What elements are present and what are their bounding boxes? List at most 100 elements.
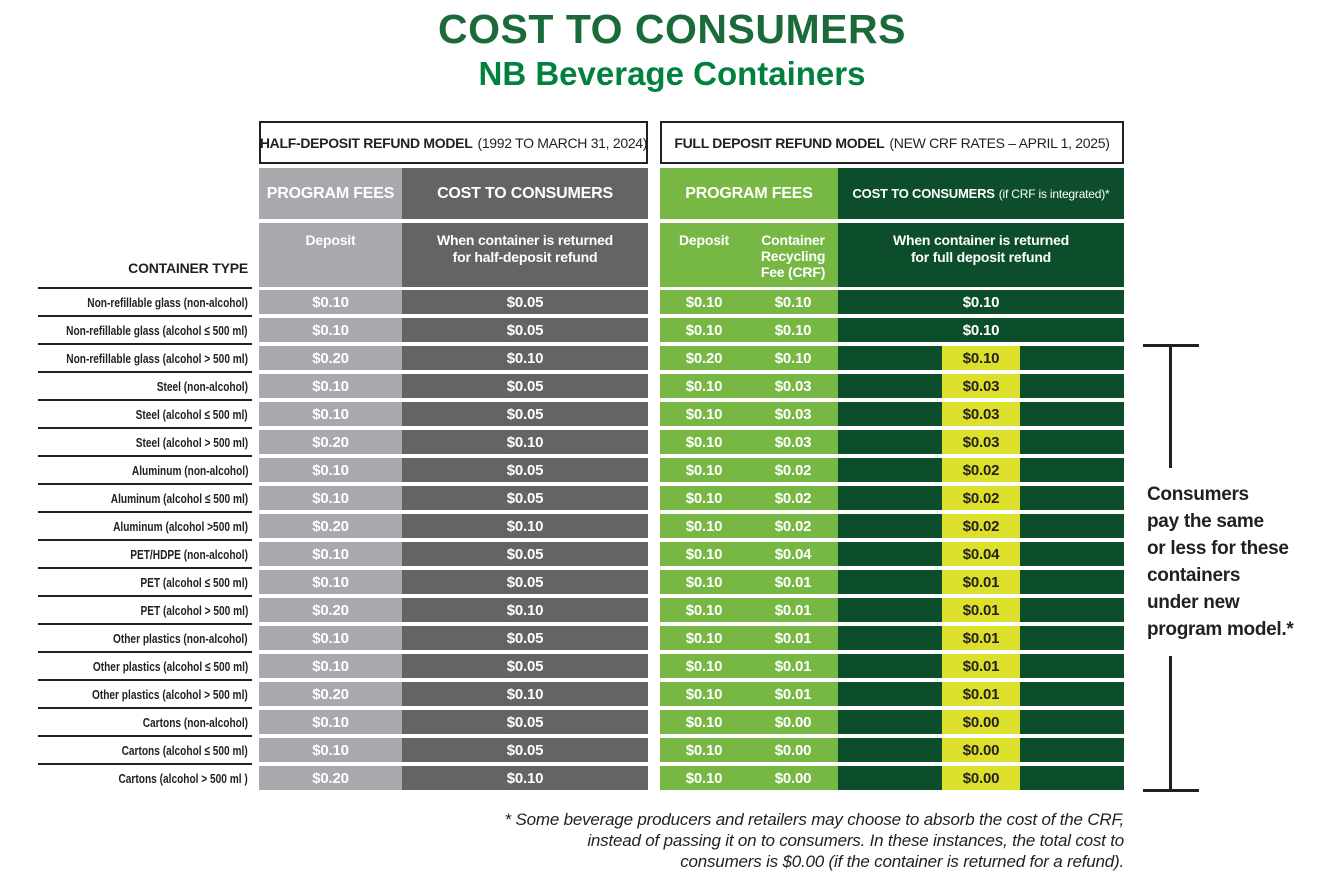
crf-value: $0.00 bbox=[774, 713, 812, 731]
crf-subheader: Container Recycling Fee (CRF) bbox=[748, 223, 838, 287]
half-cost-value: $0.05 bbox=[402, 654, 648, 678]
highlighted-cost-value: $0.01 bbox=[942, 570, 1020, 594]
full-cost-cell: $0.01 bbox=[838, 654, 1124, 678]
row-label: Other plastics (non-alcohol) bbox=[0, 623, 252, 650]
annotation-text: Consumers pay the same or less for these… bbox=[1147, 484, 1294, 640]
row-label: Cartons (alcohol > 500 ml ) bbox=[0, 763, 252, 790]
column-gap bbox=[252, 486, 259, 510]
full-cost-cell: $0.03 bbox=[838, 402, 1124, 426]
table-gap bbox=[648, 654, 660, 678]
table-gap bbox=[648, 290, 660, 314]
column-gap bbox=[252, 738, 259, 762]
highlighted-cost-value: $0.00 bbox=[942, 766, 1020, 790]
half-deposit-subheader: Deposit bbox=[259, 223, 402, 287]
full-cost-cell: $0.03 bbox=[838, 374, 1124, 398]
crf-value: $0.00 bbox=[774, 769, 812, 787]
bracket-vertical-line-lower bbox=[1169, 656, 1172, 792]
highlighted-cost-value: $0.00 bbox=[942, 738, 1020, 762]
full-program-fees-band: $0.10 $0.01 bbox=[660, 682, 838, 706]
full-cost-cell: $0.10 bbox=[838, 290, 1124, 314]
highlighted-cost-value: $0.03 bbox=[942, 374, 1020, 398]
full-program-fees-band: $0.10 $0.10 bbox=[660, 318, 838, 342]
crf-value: $0.04 bbox=[774, 545, 812, 563]
row-label: Non-refillable glass (alcohol > 500 ml) bbox=[0, 343, 252, 370]
highlighted-cost-value: $0.01 bbox=[942, 654, 1020, 678]
half-cost-value: $0.10 bbox=[402, 598, 648, 622]
table-row: Cartons (alcohol ≤ 500 ml) $0.10 $0.05 $… bbox=[0, 735, 1124, 762]
bracket-bottom-line bbox=[1143, 789, 1199, 792]
full-program-fees-band: $0.10 $0.03 bbox=[660, 402, 838, 426]
full-cost-cell: $0.00 bbox=[838, 710, 1124, 734]
full-deposit-value: $0.10 bbox=[685, 517, 723, 535]
table-row: Non-refillable glass (alcohol > 500 ml) … bbox=[0, 343, 1124, 370]
row-label: Aluminum (non-alcohol) bbox=[0, 455, 252, 482]
half-cost-value: $0.10 bbox=[402, 682, 648, 706]
full-deposit-value: $0.10 bbox=[685, 461, 723, 479]
row-label: Aluminum (alcohol ≤ 500 ml) bbox=[0, 483, 252, 510]
full-program-fees-band: $0.10 $0.02 bbox=[660, 514, 838, 538]
full-cost-cell: $0.02 bbox=[838, 486, 1124, 510]
full-program-fees-band: $0.10 $0.00 bbox=[660, 738, 838, 762]
half-deposit-value: $0.10 bbox=[259, 290, 402, 314]
full-cost-cell: $0.02 bbox=[838, 514, 1124, 538]
full-deposit-value: $0.10 bbox=[685, 489, 723, 507]
crf-value: $0.10 bbox=[774, 349, 812, 367]
column-gap bbox=[252, 682, 259, 706]
highlighted-cost-value: $0.02 bbox=[942, 486, 1020, 510]
highlighted-cost-value: $0.01 bbox=[942, 682, 1020, 706]
table-row: Cartons (alcohol > 500 ml ) $0.20 $0.10 … bbox=[0, 763, 1124, 790]
half-model-dates: (1992 TO MARCH 31, 2024) bbox=[477, 134, 648, 151]
row-label: PET/HDPE (non-alcohol) bbox=[0, 539, 252, 566]
crf-value: $0.00 bbox=[774, 741, 812, 759]
crf-value: $0.02 bbox=[774, 461, 812, 479]
table-gap bbox=[648, 542, 660, 566]
half-cost-value: $0.05 bbox=[402, 570, 648, 594]
row-label: Non-refillable glass (non-alcohol) bbox=[0, 287, 252, 314]
table-gap bbox=[648, 738, 660, 762]
table-row: Non-refillable glass (alcohol ≤ 500 ml) … bbox=[0, 315, 1124, 342]
half-deposit-value: $0.10 bbox=[259, 458, 402, 482]
table-row: Aluminum (non-alcohol) $0.10 $0.05 $0.10… bbox=[0, 455, 1124, 482]
table-row: Other plastics (non-alcohol) $0.10 $0.05… bbox=[0, 623, 1124, 650]
row-label: PET (alcohol > 500 ml) bbox=[0, 595, 252, 622]
half-cost-value: $0.05 bbox=[402, 458, 648, 482]
half-cost-value: $0.10 bbox=[402, 766, 648, 790]
crf-value: $0.01 bbox=[774, 657, 812, 675]
full-program-fees-band: $0.10 $0.03 bbox=[660, 374, 838, 398]
crf-value: $0.10 bbox=[774, 293, 812, 311]
full-cost-header-main: COST TO CONSUMERS bbox=[852, 186, 995, 201]
full-program-fees-band: $0.10 $0.01 bbox=[660, 570, 838, 594]
full-cost-to-consumers-header: COST TO CONSUMERS (if CRF is integrated)… bbox=[838, 168, 1124, 219]
crf-value: $0.01 bbox=[774, 601, 812, 619]
half-model-title: HALF-DEPOSIT REFUND MODEL bbox=[259, 134, 473, 151]
half-deposit-value: $0.10 bbox=[259, 570, 402, 594]
full-deposit-value: $0.10 bbox=[685, 321, 723, 339]
full-cost-cell: $0.01 bbox=[838, 598, 1124, 622]
full-deposit-value: $0.10 bbox=[685, 685, 723, 703]
half-deposit-value: $0.10 bbox=[259, 542, 402, 566]
full-deposit-value: $0.10 bbox=[685, 377, 723, 395]
highlighted-cost-value: $0.00 bbox=[942, 710, 1020, 734]
half-cost-value: $0.05 bbox=[402, 318, 648, 342]
full-deposit-model-header: FULL DEPOSIT REFUND MODEL (NEW CRF RATES… bbox=[660, 121, 1124, 164]
table-gap bbox=[648, 374, 660, 398]
table-rows: Non-refillable glass (non-alcohol) $0.10… bbox=[0, 287, 1124, 794]
full-deposit-value: $0.10 bbox=[685, 293, 723, 311]
table-row: Steel (alcohol > 500 ml) $0.20 $0.10 $0.… bbox=[0, 427, 1124, 454]
table-row: Steel (non-alcohol) $0.10 $0.05 $0.10 $0… bbox=[0, 371, 1124, 398]
row-label: Aluminum (alcohol >500 ml) bbox=[0, 511, 252, 538]
table-gap bbox=[648, 346, 660, 370]
full-cost-cell: $0.03 bbox=[838, 430, 1124, 454]
full-cost-header-suffix: (if CRF is integrated)* bbox=[998, 186, 1110, 201]
footnote-text: * Some beverage producers and retailers … bbox=[504, 810, 1125, 871]
table-row: Other plastics (alcohol ≤ 500 ml) $0.10 … bbox=[0, 651, 1124, 678]
half-deposit-model-header: HALF-DEPOSIT REFUND MODEL (1992 TO MARCH… bbox=[259, 121, 648, 164]
half-cost-value: $0.05 bbox=[402, 290, 648, 314]
full-cost-cell: $0.04 bbox=[838, 542, 1124, 566]
page-title: COST TO CONSUMERS bbox=[438, 6, 906, 52]
column-gap bbox=[252, 318, 259, 342]
row-label: Steel (non-alcohol) bbox=[0, 371, 252, 398]
half-deposit-value: $0.10 bbox=[259, 710, 402, 734]
full-program-fees-band: $0.10 $0.02 bbox=[660, 486, 838, 510]
